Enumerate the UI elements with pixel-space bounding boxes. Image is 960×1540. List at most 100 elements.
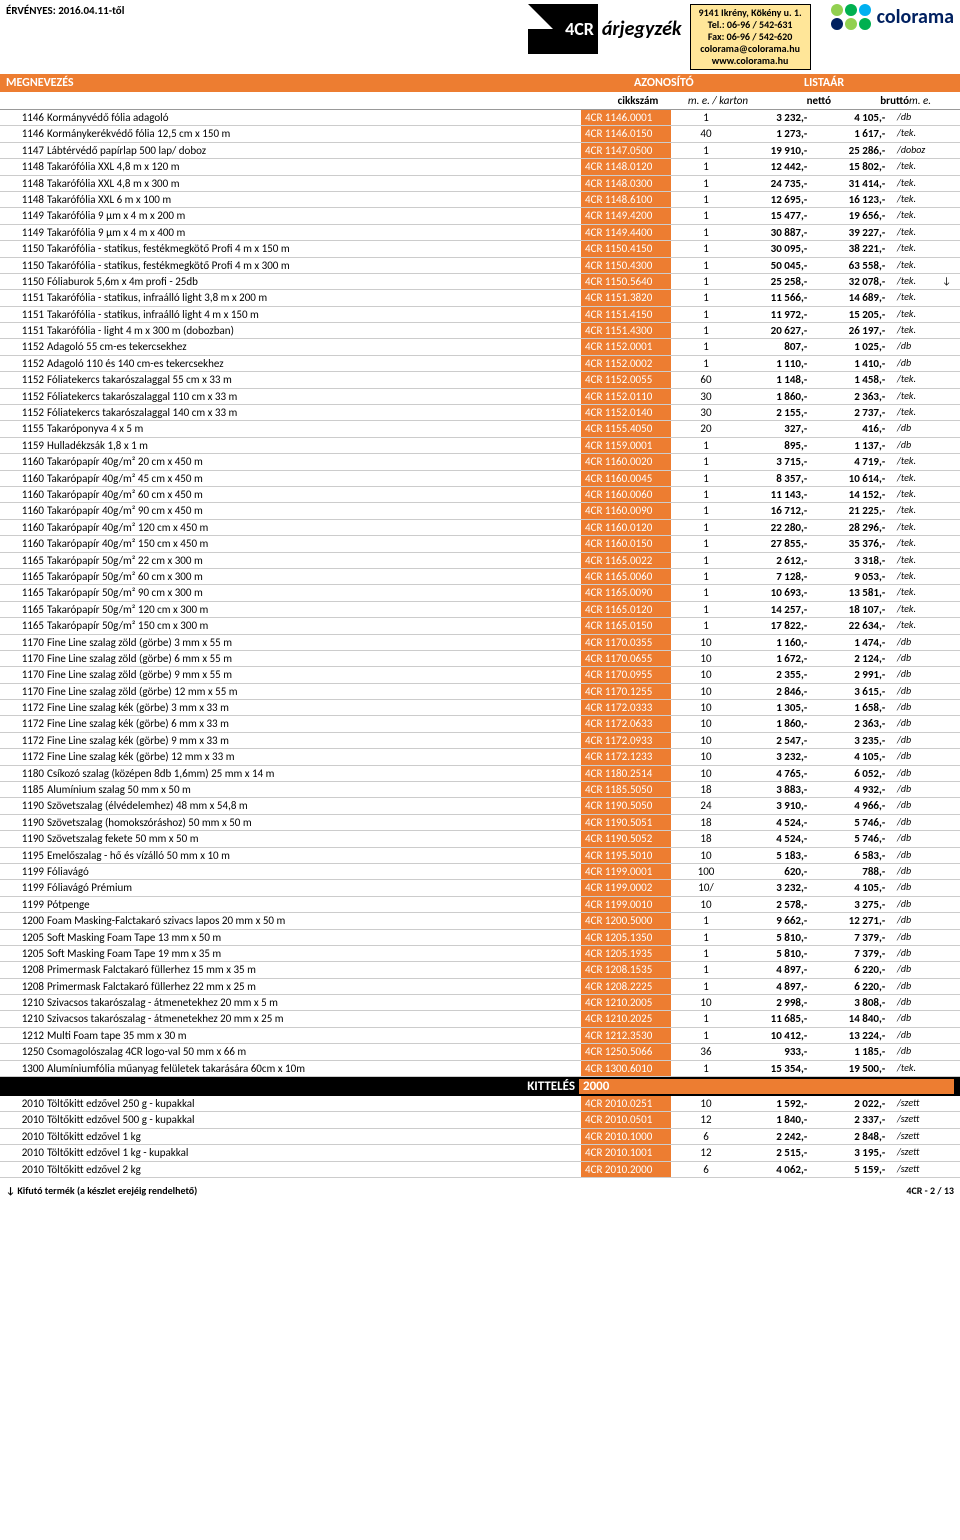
row-gross: 4 105 (819, 110, 879, 125)
row-sku: 4CR 1250.5066 (581, 1044, 671, 1059)
row-name: Alumínium szalag 50 mm x 50 m (44, 782, 581, 797)
row-qty: 1 (671, 159, 741, 174)
row-sku: 4CR 1170.0955 (581, 667, 671, 682)
row-mark (942, 323, 954, 338)
row-net-suffix: ,- (801, 307, 819, 322)
row-unit: /db (897, 897, 942, 912)
row-unit: /db (897, 962, 942, 977)
table-row: 1160Takarópapír 40g/m² 20 cm x 450 m4CR … (0, 454, 960, 470)
table-row: 1148Takarófólia XXL 4,8 m x 300 m4CR 114… (0, 176, 960, 192)
section-header: MEGNEVEZÉS AZONOSÍTÓ LISTAÁR (0, 74, 960, 92)
row-gross: 2 363 (819, 716, 879, 731)
row-code: 2010 (6, 1162, 44, 1177)
row-name: Alumíniumfólia műanyag felületek takarás… (44, 1061, 581, 1076)
row-name: Takaróponyva 4 x 5 m (44, 421, 581, 436)
row-gross: 5 746 (819, 815, 879, 830)
row-net-suffix: ,- (801, 454, 819, 469)
row-net-suffix: ,- (801, 290, 819, 305)
row-net-suffix: ,- (801, 241, 819, 256)
row-gross-suffix: ,- (879, 389, 897, 404)
table-row: 1190Szövetszalag (élvédelemhez) 48 mm x … (0, 798, 960, 814)
row-code: 2010 (6, 1112, 44, 1127)
row-qty: 1 (671, 930, 741, 945)
row-gross-suffix: ,- (879, 307, 897, 322)
row-qty: 1 (671, 602, 741, 617)
row-unit: /tek. (897, 405, 942, 420)
table-row: 1148Takarófólia XXL 4,8 m x 120 m4CR 114… (0, 159, 960, 175)
row-code: 1205 (6, 930, 44, 945)
row-unit: /tek. (897, 487, 942, 502)
page-footer: ↓ Kifutó termék (a készlet erejéig rende… (0, 1178, 960, 1203)
row-net-suffix: ,- (801, 1112, 819, 1127)
row-name: Fóliavágó (44, 864, 581, 879)
row-name: Takarópapír 40g/m² 60 cm x 450 m (44, 487, 581, 502)
row-net-suffix: ,- (801, 536, 819, 551)
row-mark (942, 684, 954, 699)
row-gross-suffix: ,- (879, 602, 897, 617)
row-mark (942, 503, 954, 518)
row-sku: 4CR 1208.1535 (581, 962, 671, 977)
row-unit: /db (897, 667, 942, 682)
row-net: 50 045 (741, 258, 801, 273)
row-net: 10 412 (741, 1028, 801, 1043)
row-net-suffix: ,- (801, 946, 819, 961)
row-code: 1147 (6, 143, 44, 158)
row-mark (942, 176, 954, 191)
row-sku: 4CR 1170.0655 (581, 651, 671, 666)
row-mark (942, 749, 954, 764)
row-sku: 4CR 1155.4050 (581, 421, 671, 436)
row-sku: 4CR 1147.0500 (581, 143, 671, 158)
row-unit: /db (897, 848, 942, 863)
subhead-net: nettó (753, 94, 831, 107)
row-unit: /tek. (897, 602, 942, 617)
row-unit: /tek. (897, 241, 942, 256)
row-gross: 15 802 (819, 159, 879, 174)
row-gross-suffix: ,- (879, 1096, 897, 1111)
row-gross-suffix: ,- (879, 766, 897, 781)
logo-dot-icon (859, 18, 871, 30)
row-net-suffix: ,- (801, 880, 819, 895)
row-unit: /db (897, 733, 942, 748)
row-net-suffix: ,- (801, 962, 819, 977)
row-net-suffix: ,- (801, 274, 819, 289)
row-mark (942, 405, 954, 420)
row-code: 1148 (6, 159, 44, 174)
row-gross-suffix: ,- (879, 815, 897, 830)
row-code: 1165 (6, 618, 44, 633)
row-net: 1 840 (741, 1112, 801, 1127)
row-net: 2 242 (741, 1129, 801, 1144)
row-gross: 28 296 (819, 520, 879, 535)
row-gross-suffix: ,- (879, 356, 897, 371)
row-net: 3 232 (741, 880, 801, 895)
row-net: 2 612 (741, 553, 801, 568)
table-row: 1165Takarópapír 50g/m² 120 cm x 300 m4CR… (0, 602, 960, 618)
row-mark (942, 1011, 954, 1026)
row-gross-suffix: ,- (879, 618, 897, 633)
row-gross: 1 474 (819, 635, 879, 650)
table-row: 2010Töltőkitt edzővel 1 kg - kupakkal4CR… (0, 1145, 960, 1161)
logo-dot-icon (845, 4, 857, 16)
row-mark (942, 880, 954, 895)
row-name: Takarópapír 50g/m² 60 cm x 300 m (44, 569, 581, 584)
row-sku: 4CR 1152.0140 (581, 405, 671, 420)
row-code: 2010 (6, 1145, 44, 1160)
row-net: 2 547 (741, 733, 801, 748)
row-sku: 4CR 1205.1350 (581, 930, 671, 945)
row-sku: 4CR 1210.2025 (581, 1011, 671, 1026)
row-qty: 1 (671, 143, 741, 158)
row-qty: 24 (671, 798, 741, 813)
row-unit: /tek. (897, 159, 942, 174)
row-qty: 1 (671, 176, 741, 191)
row-gross-suffix: ,- (879, 1162, 897, 1177)
row-unit: /db (897, 913, 942, 928)
row-name: Primermask Falctakaró füllerhez 15 mm x … (44, 962, 581, 977)
row-net-suffix: ,- (801, 1162, 819, 1177)
row-unit: /db (897, 880, 942, 895)
row-unit: /db (897, 635, 942, 650)
row-qty: 10 (671, 848, 741, 863)
row-net: 4 765 (741, 766, 801, 781)
row-unit: /tek. (897, 1061, 942, 1076)
row-qty: 60 (671, 372, 741, 387)
row-net: 327 (741, 421, 801, 436)
row-qty: 1 (671, 569, 741, 584)
